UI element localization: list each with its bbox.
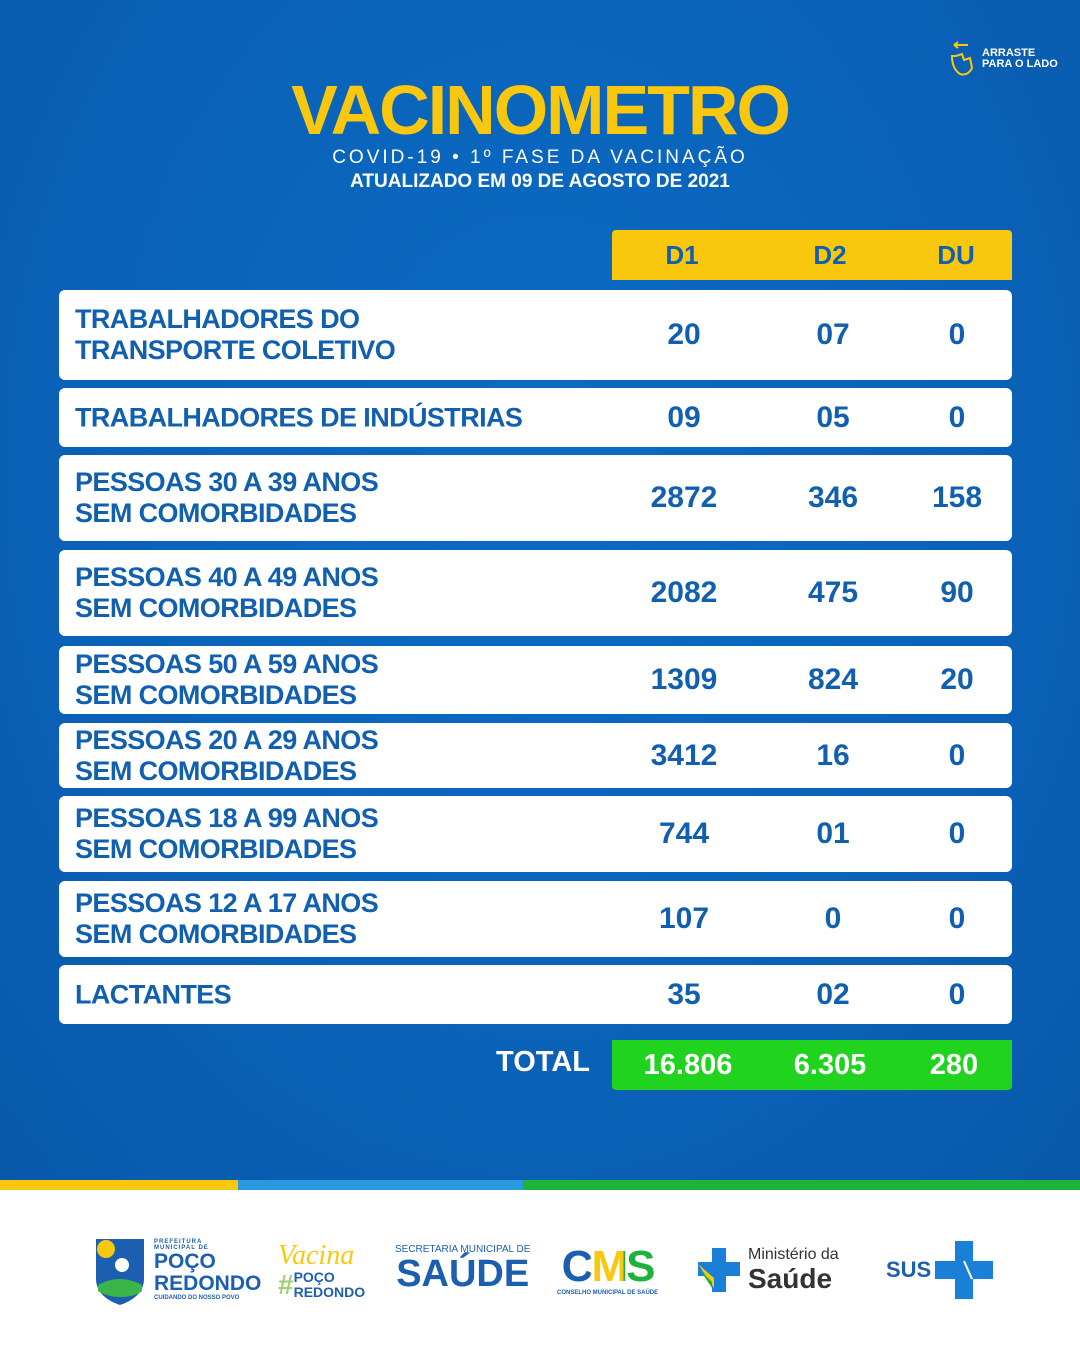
table-row: PESSOAS 18 A 99 ANOS SEM COMORBIDADES 74… xyxy=(59,796,1012,872)
hash-icon: # xyxy=(278,1269,294,1300)
row-label: PESSOAS 20 A 29 ANOS SEM COMORBIDADES xyxy=(75,724,379,786)
vacina-script: Vacina xyxy=(278,1239,355,1271)
cms-sub: CONSELHO MUNICIPAL DE SAÚDE xyxy=(557,1289,659,1296)
row-label: TRABALHADORES DE INDÚSTRIAS xyxy=(75,402,523,432)
row-label: PESSOAS 40 A 49 ANOS SEM COMORBIDADES xyxy=(75,562,379,623)
row-label: PESSOAS 50 A 59 ANOS SEM COMORBIDADES xyxy=(75,649,379,710)
swipe-hand-icon xyxy=(950,41,974,76)
prefeitura-name2: REDONDO xyxy=(154,1272,262,1296)
table-row: PESSOAS 12 A 17 ANOS SEM COMORBIDADES 10… xyxy=(59,881,1012,957)
table-row: LACTANTES 35 02 0 xyxy=(59,965,1012,1024)
cms-name: CMS xyxy=(557,1243,658,1290)
prefeitura-logo: PREFEITURA MUNICIPAL DE POÇO REDONDO CUI… xyxy=(92,1235,261,1305)
row-d2: 346 xyxy=(807,481,859,514)
row-du: 0 xyxy=(948,400,966,434)
updated-date: ATUALIZADO EM 09 DE AGOSTO DE 2021 xyxy=(350,171,730,192)
row-du: 20 xyxy=(940,663,974,696)
total-d2: 6.305 xyxy=(793,1049,867,1081)
column-header-du: DU xyxy=(937,240,975,270)
row-d1: 35 xyxy=(667,977,701,1011)
table-row: PESSOAS 30 A 39 ANOS SEM COMORBIDADES 28… xyxy=(59,455,1012,541)
table-row: PESSOAS 40 A 49 ANOS SEM COMORBIDADES 20… xyxy=(59,550,1012,636)
total-label: TOTAL xyxy=(496,1046,590,1078)
table-row: TRABALHADORES DE INDÚSTRIAS 09 05 0 xyxy=(59,388,1012,447)
health-cross-icon xyxy=(698,1248,740,1292)
row-d1: 1309 xyxy=(650,663,718,696)
row-d2: 475 xyxy=(807,576,859,609)
row-du: 90 xyxy=(940,576,974,609)
row-d1: 20 xyxy=(667,318,701,351)
swipe-hint: ARRASTE PARA O LADO xyxy=(948,40,1058,78)
sus-name: SUS xyxy=(886,1257,932,1282)
prefeitura-tagline: CUIDANDO DO NOSSO POVO xyxy=(154,1295,240,1302)
sus-cross-icon xyxy=(935,1241,994,1299)
secretaria-logo: SECRETARIA MUNICIPAL DE SAÚDE xyxy=(395,1235,530,1305)
secretaria-name: SAÚDE xyxy=(396,1253,530,1296)
table-row: PESSOAS 20 A 29 ANOS SEM COMORBIDADES 34… xyxy=(59,723,1012,788)
total-d1: 16.806 xyxy=(643,1049,733,1081)
sus-logo: SUS xyxy=(886,1235,994,1305)
prefeitura-name1: POÇO xyxy=(154,1250,216,1274)
row-d2: 07 xyxy=(816,318,850,351)
column-header-d2: D2 xyxy=(813,240,847,270)
row-d1: 107 xyxy=(658,902,710,935)
ministerio-top: Ministério da xyxy=(748,1245,839,1263)
row-du: 0 xyxy=(948,902,966,935)
ministerio-name: Saúde xyxy=(748,1262,833,1294)
row-d1: 09 xyxy=(667,400,701,434)
row-du: 0 xyxy=(948,318,966,351)
vacina-name1: POÇO xyxy=(293,1269,335,1285)
table-row: PESSOAS 50 A 59 ANOS SEM COMORBIDADES 13… xyxy=(59,646,1012,714)
table-row: TRABALHADORES DO TRANSPORTE COLETIVO 20 … xyxy=(59,290,1012,380)
total-row: 16.806 6.305 280 xyxy=(612,1040,1012,1090)
swipe-hint-label: ARRASTE PARA O LADO xyxy=(982,47,1058,70)
row-d1: 744 xyxy=(658,817,710,850)
row-label: TRABALHADORES DO TRANSPORTE COLETIVO xyxy=(75,304,396,365)
cms-logo: CMS CONSELHO MUNICIPAL DE SAÚDE xyxy=(557,1235,658,1305)
row-label: PESSOAS 30 A 39 ANOS SEM COMORBIDADES xyxy=(75,467,379,528)
row-d1: 3412 xyxy=(650,738,718,772)
row-d2: 01 xyxy=(816,817,850,850)
page-title: VACINOMETRO xyxy=(291,71,791,149)
column-header-d1: D1 xyxy=(665,240,699,270)
ministerio-logo: Ministério da Saúde xyxy=(698,1235,839,1305)
vacina-name2: REDONDO xyxy=(293,1283,366,1300)
row-label: LACTANTES xyxy=(75,979,232,1009)
row-d2: 05 xyxy=(816,400,850,434)
prefeitura-top: PREFEITURA MUNICIPAL DE xyxy=(154,1238,209,1251)
vacina-logo: Vacina # POÇO REDONDO xyxy=(278,1235,365,1305)
subtitle: COVID-19 • 1º FASE DA VACINAÇÃO xyxy=(332,147,748,168)
table-header: D1 D2 DU xyxy=(612,230,1012,280)
row-du: 158 xyxy=(931,481,983,514)
row-label: PESSOAS 12 A 17 ANOS SEM COMORBIDADES xyxy=(75,888,379,949)
row-d2: 824 xyxy=(807,663,859,696)
row-du: 0 xyxy=(948,817,966,850)
row-d1: 2872 xyxy=(650,481,718,514)
row-d2: 02 xyxy=(816,977,850,1011)
row-d2: 0 xyxy=(824,902,842,935)
row-label: PESSOAS 18 A 99 ANOS SEM COMORBIDADES xyxy=(75,803,379,864)
row-d1: 2082 xyxy=(650,576,718,609)
row-du: 0 xyxy=(948,738,966,772)
row-du: 0 xyxy=(948,977,966,1011)
stripe-green xyxy=(523,1180,1080,1190)
stripe-blue xyxy=(238,1180,523,1190)
total-du: 280 xyxy=(929,1049,979,1081)
secretaria-top: SECRETARIA MUNICIPAL DE xyxy=(395,1243,531,1255)
coat-of-arms-icon xyxy=(96,1239,144,1305)
stripe-yellow xyxy=(0,1180,238,1190)
row-d2: 16 xyxy=(816,738,850,772)
